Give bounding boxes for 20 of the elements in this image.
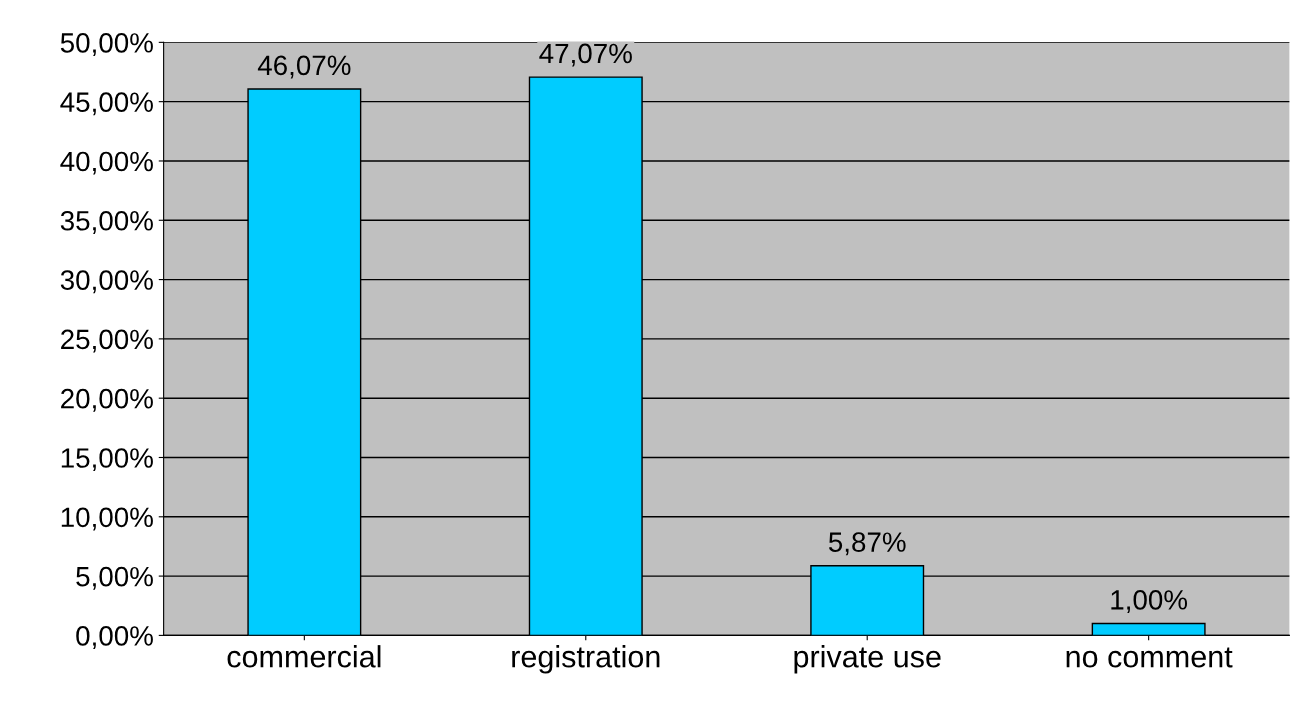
x-tick-label: registration [512, 645, 660, 674]
y-tick-label: 50,00% [60, 33, 153, 56]
y-tick-label: 45,00% [60, 92, 153, 116]
y-tick-label: 40,00% [60, 151, 153, 175]
x-tick-label: commercial [227, 645, 381, 668]
y-tick-label: 10,00% [61, 507, 153, 531]
bar [1091, 622, 1206, 636]
y-tick-label: 20,00% [61, 388, 153, 412]
data-label: 47,07% [539, 43, 632, 67]
data-label: 1,00% [1111, 590, 1188, 613]
y-tick-label: 0,00% [76, 626, 153, 650]
x-tick-label: no comment [1066, 647, 1233, 668]
y-tick-label: 15,00% [61, 448, 153, 472]
y-tick-label: 30,00% [60, 270, 153, 294]
y-tick-label: 35,00% [60, 210, 153, 234]
x-tick-label: private use [794, 645, 941, 674]
y-tick-label: 25,00% [61, 329, 153, 353]
data-label: 46,07% [257, 55, 351, 79]
data-label: 5,87% [828, 532, 906, 556]
y-tick-label: 5,00% [76, 566, 153, 590]
